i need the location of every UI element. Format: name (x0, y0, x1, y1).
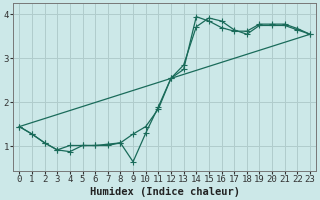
X-axis label: Humidex (Indice chaleur): Humidex (Indice chaleur) (90, 186, 240, 197)
